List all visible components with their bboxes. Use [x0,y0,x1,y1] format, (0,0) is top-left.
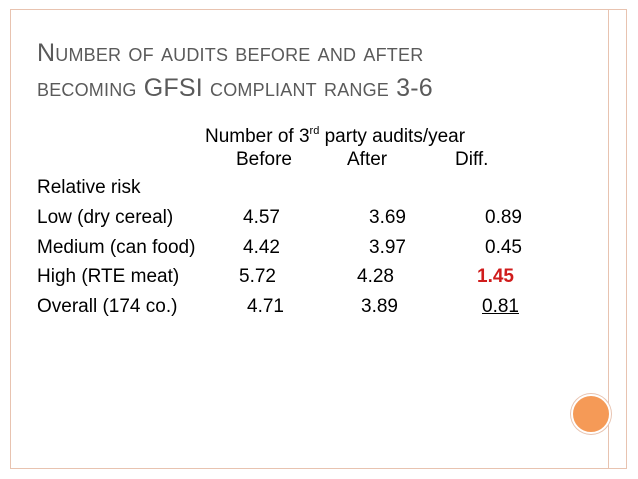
row-label-medium: Medium (can food) [37,237,196,258]
row-after-high: 4.28 [357,266,394,287]
row-label-overall: Overall (174 co.) [37,296,178,317]
row-after-low: 3.69 [369,207,406,228]
row-diff-overall-underlined: 0.81 [482,296,519,317]
row-before-high: 5.72 [239,266,276,287]
column-header-before: Before [236,149,292,170]
column-header-after: After [347,149,388,170]
title-line-1: Number of audits before and after [37,39,424,67]
header-main-sup: rd [309,125,320,137]
row-before-overall: 4.71 [247,296,284,317]
slide-frame [10,9,627,469]
frame-divider-line [608,9,609,469]
row-diff-high-highlighted: 1.45 [477,266,514,287]
row-after-medium: 3.97 [369,237,406,258]
row-label-high: High (RTE meat) [37,266,180,287]
row-after-overall: 3.89 [361,296,398,317]
row-before-low: 4.57 [243,207,280,228]
row-diff-low: 0.89 [485,207,522,228]
row-diff-medium: 0.45 [485,237,522,258]
row-label-low: Low (dry cereal) [37,207,174,228]
table-header-main: Number of 3rd party audits/year [205,120,465,148]
slide-title: Number of audits before and after becomi… [37,36,577,106]
orange-circle-decoration [571,394,611,434]
header-main-prefix: Number of 3 [205,126,310,147]
column-header-diff: Diff. [455,149,489,170]
row-before-medium: 4.42 [243,237,280,258]
section-label-relative-risk: Relative risk [37,177,141,198]
header-main-suffix: party audits/year [319,126,466,147]
title-line-2: becoming GFSI compliant range 3-6 [37,74,433,102]
